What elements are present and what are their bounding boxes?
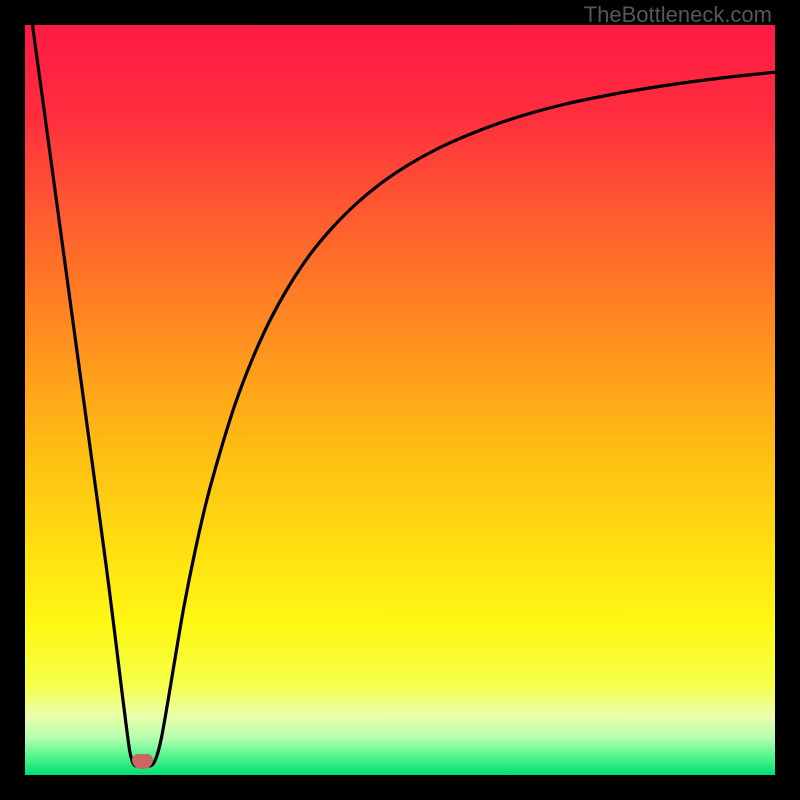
optimal-point-marker: [132, 754, 153, 769]
plot-area: [25, 25, 775, 775]
bottleneck-curve: [25, 25, 775, 775]
bottleneck-chart-figure: TheBottleneck.com: [0, 0, 800, 800]
watermark-text: TheBottleneck.com: [584, 2, 772, 28]
